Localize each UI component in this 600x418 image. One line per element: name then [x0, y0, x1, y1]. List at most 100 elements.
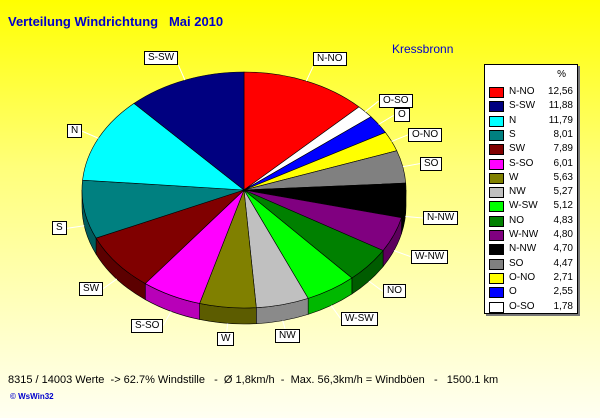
legend-item: W-NW 4,80: [489, 229, 575, 242]
legend-value: 11,79: [548, 114, 573, 126]
slice-label-n-nw: N-NW: [423, 211, 459, 225]
leader-line-no: [368, 280, 384, 292]
statistics-footer: 8315 / 14003 Werte -> 62.7% Windstille -…: [8, 374, 499, 386]
slice-label-n: N: [67, 124, 83, 138]
legend-item: O-SO 1,78: [489, 301, 575, 314]
legend-item: NW 5,27: [489, 186, 575, 199]
legend-value: 5,63: [553, 171, 573, 183]
legend-swatch: [489, 244, 504, 256]
legend-swatch: [489, 201, 504, 213]
slice-label-w-sw: W-SW: [341, 312, 378, 326]
legend-item: W 5,63: [489, 172, 575, 185]
legend-value: 6,01: [553, 157, 573, 169]
slice-label-no: NO: [383, 284, 406, 298]
legend-item: SO 4,47: [489, 258, 575, 271]
slice-label-n-no: N-NO: [313, 52, 347, 66]
leader-line-s-sw: [177, 65, 186, 81]
slice-label-w-nw: W-NW: [411, 250, 449, 264]
legend-swatch: [489, 230, 504, 241]
slice-label-s-so: S-SO: [131, 319, 164, 333]
legend-label: O-NO: [509, 271, 536, 283]
legend-value: 4,83: [553, 214, 573, 226]
legend-swatch: [489, 101, 504, 113]
chart-title: Verteilung Windrichtung Mai 2010: [8, 14, 224, 29]
legend-swatch: [489, 144, 504, 156]
leader-line-w-sw: [330, 305, 342, 320]
legend-label: N: [509, 114, 517, 126]
legend-value: 5,27: [553, 186, 573, 198]
leader-line-o-no: [391, 134, 409, 142]
leader-line-sw: [102, 278, 118, 290]
legend-value: 8,01: [553, 128, 573, 140]
legend-label: S-SW: [509, 100, 536, 112]
slice-label-w: W: [217, 332, 235, 346]
leader-line-o: [378, 115, 394, 125]
legend-value: 5,12: [553, 200, 573, 212]
software-credit: © WsWin32: [10, 392, 54, 401]
legend-swatch: [489, 129, 504, 141]
legend-item: N 11,79: [489, 115, 575, 128]
legend-label: SO: [509, 257, 524, 269]
legend-item: S 8,01: [489, 129, 575, 142]
slice-label-so: SO: [420, 157, 443, 171]
legend-swatch: [489, 301, 504, 313]
legend-item: N-NO 12,56: [489, 86, 575, 99]
legend-label: SW: [509, 143, 526, 155]
pie-slice-n-no: [243, 71, 360, 191]
legend-label: O: [509, 286, 517, 298]
slice-label-s: S: [52, 221, 67, 235]
slice-label-o-so: O-SO: [379, 94, 413, 108]
legend-item: W-SW 5,12: [489, 200, 575, 213]
legend-label: NO: [509, 214, 524, 226]
legend-item: S-SW 11,88: [489, 100, 575, 113]
leader-line-o-so: [364, 100, 379, 113]
leader-line-so: [402, 163, 421, 168]
legend-label: S-SO: [509, 157, 534, 169]
leader-line-s-so: [162, 311, 172, 326]
legend-label: W-SW: [509, 200, 538, 212]
legend-value: 12,56: [547, 86, 573, 97]
legend-value: 2,71: [553, 271, 573, 283]
legend-value: 1,78: [553, 300, 573, 312]
legend-value: 4,47: [553, 257, 573, 269]
leader-line-n-no: [305, 66, 314, 82]
legend-swatch: [489, 287, 504, 299]
legend-swatch: [489, 215, 504, 227]
slice-label-s-sw: S-SW: [144, 51, 179, 65]
legend-swatch: [489, 115, 504, 127]
legend-item: NO 4,83: [489, 215, 575, 228]
slice-label-sw: SW: [79, 282, 104, 296]
legend-value: 11,88: [548, 100, 573, 112]
legend-label: N-NW: [509, 243, 537, 255]
legend-swatch: [489, 187, 504, 199]
leader-line-n: [82, 130, 99, 139]
legend-value: 7,89: [553, 143, 573, 155]
legend-swatch: [489, 172, 504, 184]
slice-label-nw: NW: [275, 329, 300, 343]
legend-label: NW: [509, 186, 526, 198]
legend-item: N-NW 4,70: [489, 243, 575, 256]
legend-item: O-NO 2,71: [489, 272, 575, 285]
legend-label: O-SO: [509, 300, 535, 312]
location-label: Kressbronn: [392, 42, 454, 56]
slice-label-o: O: [394, 108, 410, 122]
legend-value: 4,70: [553, 243, 573, 255]
leader-line-w-nw: [393, 250, 411, 258]
legend-swatch: [489, 87, 504, 98]
legend-item: S-SO 6,01: [489, 158, 575, 171]
slice-label-o-no: O-NO: [408, 128, 443, 142]
legend-label: W: [509, 171, 519, 183]
legend-item: SW 7,89: [489, 143, 575, 156]
legend-swatch: [489, 158, 504, 170]
legend-value: 2,55: [553, 286, 573, 298]
legend-value: 4,80: [553, 229, 573, 240]
legend-label: W-NW: [509, 229, 539, 240]
leader-line-s: [66, 225, 85, 229]
legend-label: N-NO: [509, 86, 535, 97]
leader-line-n-nw: [405, 216, 424, 219]
legend-swatch: [489, 258, 504, 270]
legend: % N-NO 12,56 S-SW 11,88 N 11,79 S 8,01 SW 7,89 S-S…: [484, 64, 578, 314]
legend-label: S: [509, 128, 516, 140]
legend-swatch: [489, 272, 504, 284]
